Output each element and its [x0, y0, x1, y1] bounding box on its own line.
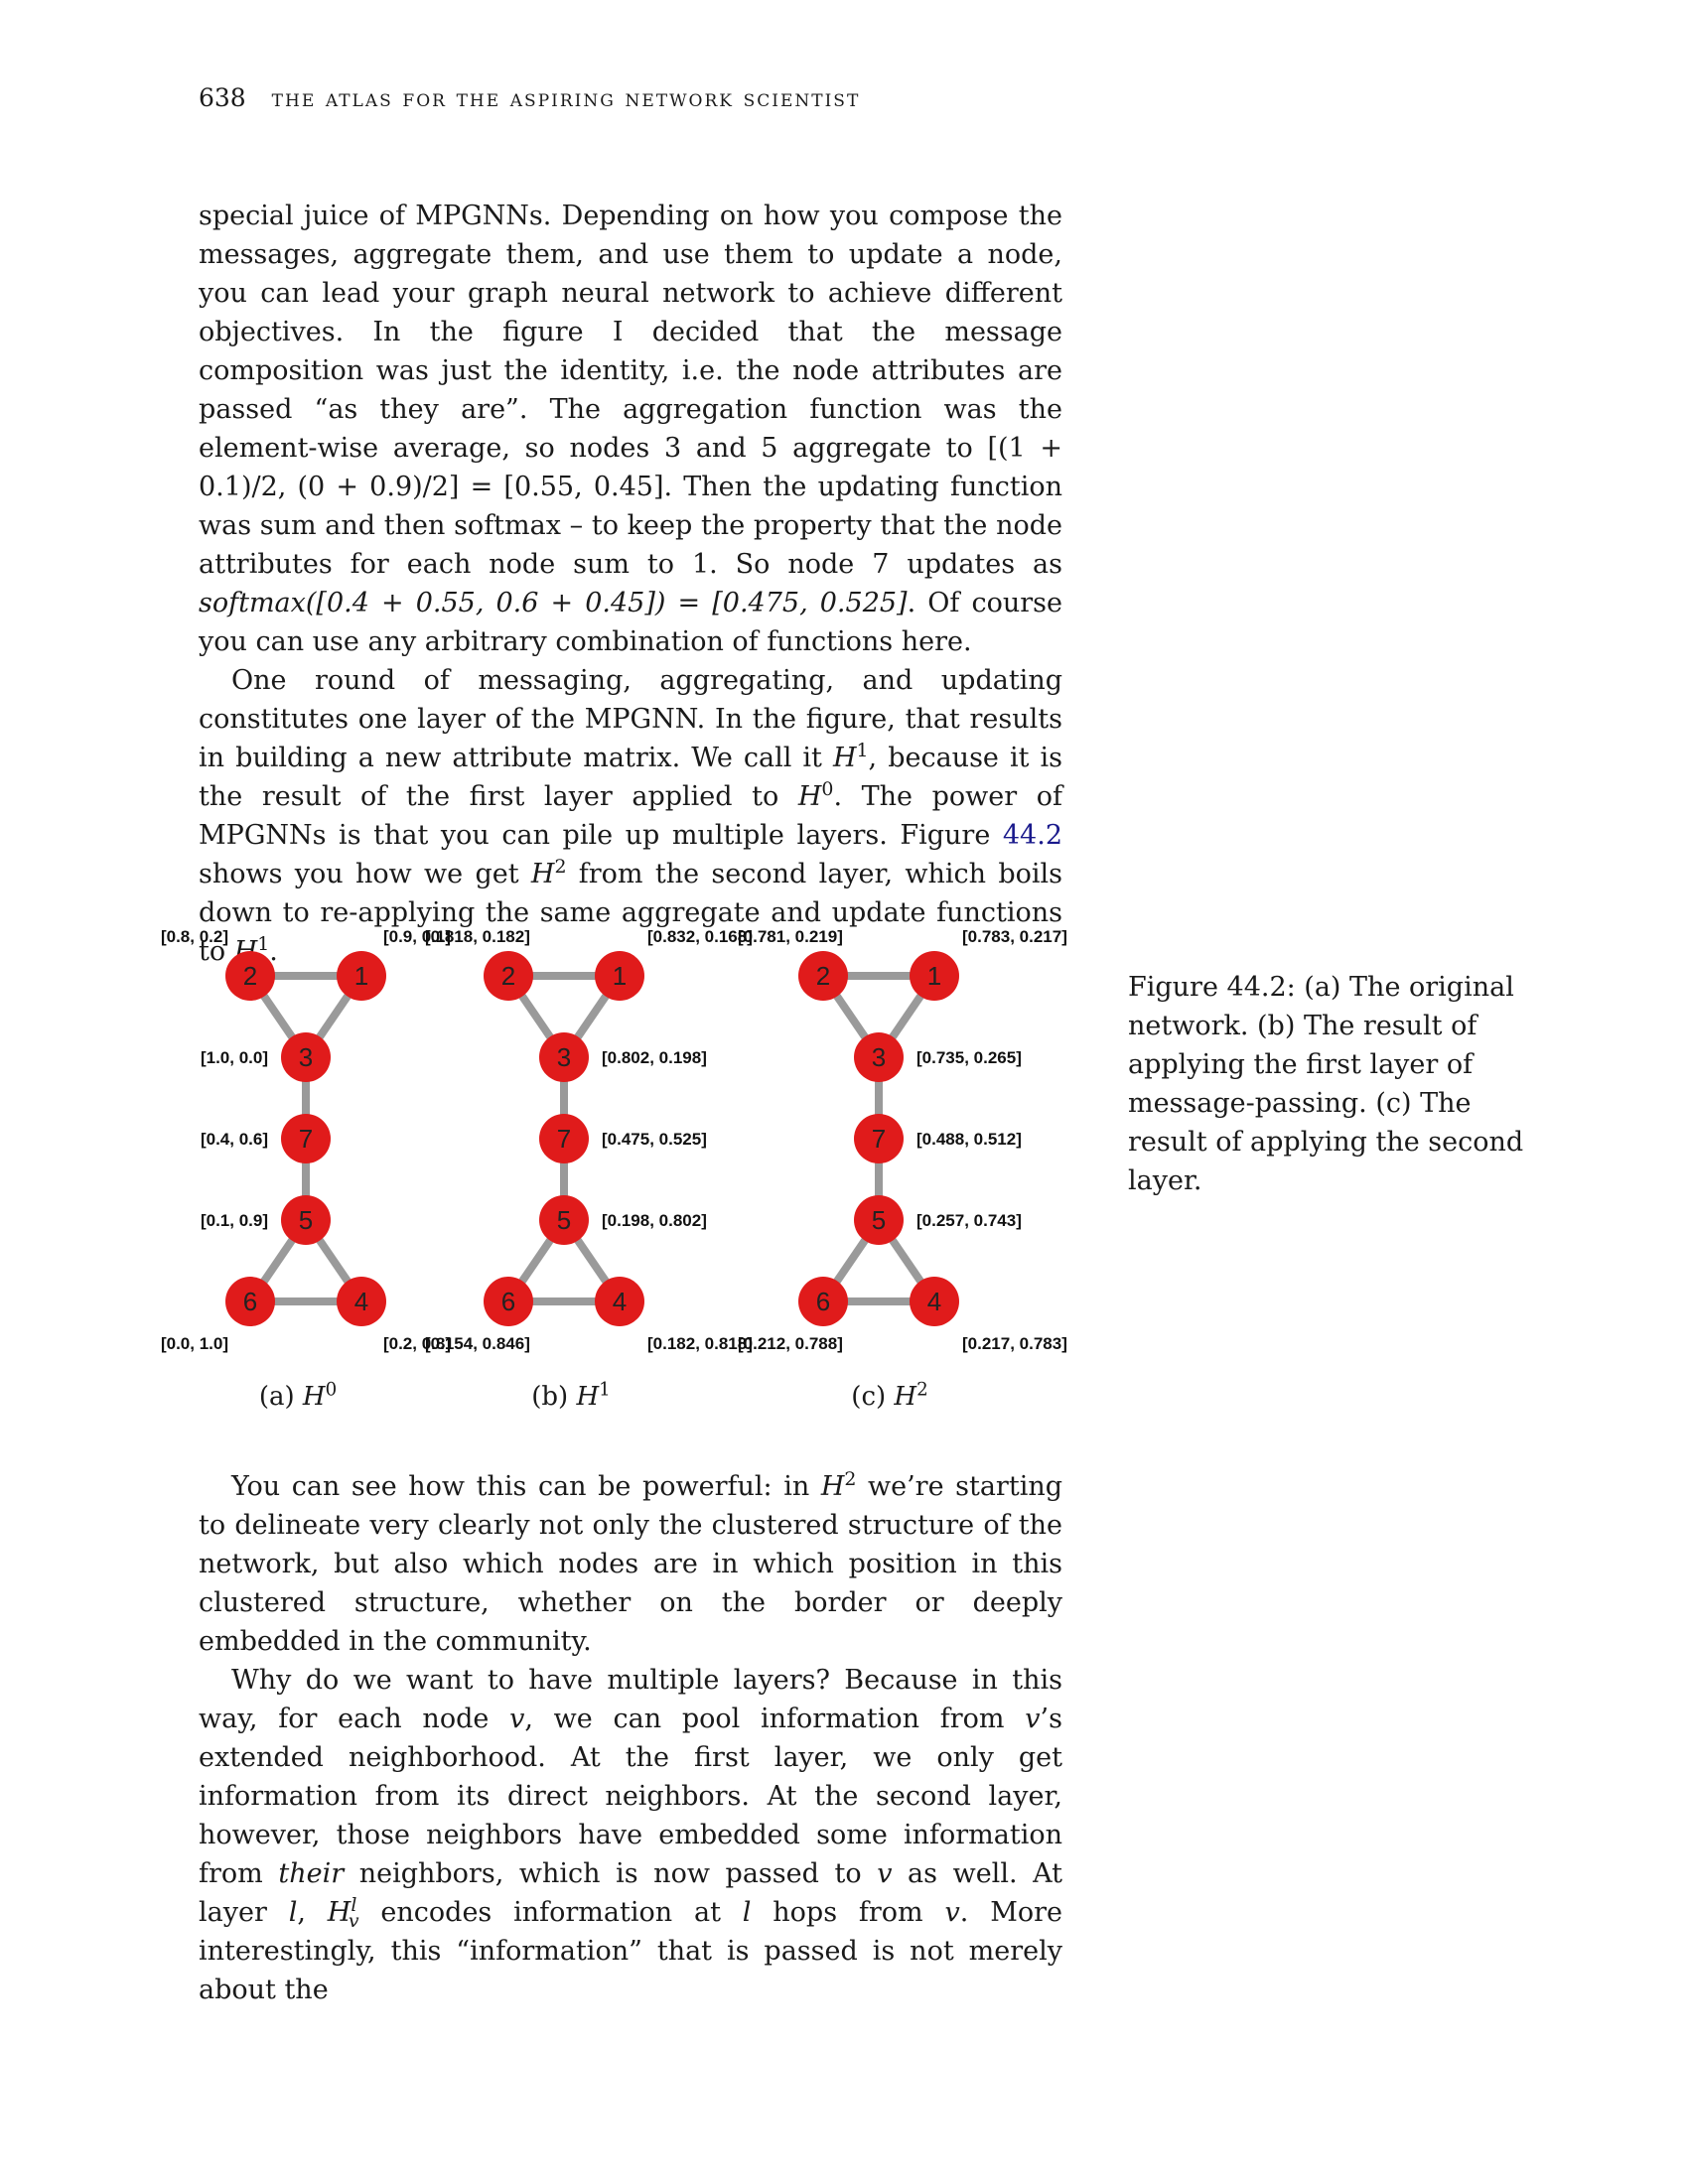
text-block-top: special juice of MPGNNs. Depending on ho…	[199, 197, 1062, 971]
node-6	[225, 1277, 275, 1326]
node-attribute-label: [1.0, 0.0]	[201, 1048, 268, 1067]
node-attribute-label: [0.781, 0.219]	[738, 927, 843, 946]
node-6	[484, 1277, 533, 1326]
node-id-label: 5	[557, 1205, 571, 1235]
node-3	[854, 1032, 904, 1082]
node-attribute-label: [0.1, 0.9]	[201, 1211, 268, 1230]
node-id-label: 5	[872, 1205, 886, 1235]
node-3	[281, 1032, 331, 1082]
node-2	[484, 951, 533, 1001]
node-attribute-label: [0.832, 0.168]	[647, 927, 753, 946]
node-id-label: 7	[557, 1124, 571, 1154]
node-id-label: 3	[557, 1042, 571, 1072]
node-5	[539, 1195, 589, 1245]
subcaption-a: (a) H0	[258, 1379, 338, 1412]
node-attribute-label: [0.2, 0.8]	[383, 1334, 451, 1353]
node-attribute-label: [0.182, 0.818]	[647, 1334, 753, 1353]
node-id-label: 4	[927, 1287, 941, 1316]
node-attribute-label: [0.257, 0.743]	[916, 1211, 1022, 1230]
node-5	[854, 1195, 904, 1245]
node-id-label: 1	[613, 961, 627, 991]
node-id-label: 7	[872, 1124, 886, 1154]
subcaption-c: (c) H2	[851, 1379, 928, 1412]
node-id-label: 4	[354, 1287, 368, 1316]
node-id-label: 4	[613, 1287, 627, 1316]
node-attribute-label: [0.8, 0.2]	[161, 927, 228, 946]
node-attribute-label: [0.198, 0.802]	[602, 1211, 707, 1230]
node-attribute-label: [0.802, 0.198]	[602, 1048, 707, 1067]
network-panel-b: 1 [0.832, 0.168] 2 [0.818, 0.182] 3 [0.802, 0…	[425, 927, 753, 1353]
figure-caption: Figure 44.2: (a) The original network. (…	[1128, 972, 1524, 1196]
node-id-label: 6	[243, 1287, 257, 1316]
node-2	[798, 951, 848, 1001]
node-1	[337, 951, 386, 1001]
node-id-label: 2	[501, 961, 515, 991]
paragraph: Why do we want to have multiple layers? …	[199, 1665, 1062, 2005]
node-id-label: 7	[299, 1124, 313, 1154]
node-attribute-label: [0.475, 0.525]	[602, 1130, 707, 1149]
node-4	[595, 1277, 644, 1326]
subcaption-b: (b) H1	[531, 1379, 611, 1412]
node-attribute-label: [0.4, 0.6]	[201, 1130, 268, 1149]
node-attribute-label: [0.212, 0.788]	[738, 1334, 843, 1353]
node-5	[281, 1195, 331, 1245]
paragraph: You can see how this can be powerful: in…	[199, 1468, 1062, 1657]
node-id-label: 5	[299, 1205, 313, 1235]
node-3	[539, 1032, 589, 1082]
network-panel-a: 1 [0.9, 0.1] 2 [0.8, 0.2] 3 [1.0, 0.0] 4 [0.2, …	[161, 927, 451, 1353]
network-panel-c: 1 [0.783, 0.217] 2 [0.781, 0.219] 3 [0.735, 0…	[738, 927, 1067, 1353]
node-attribute-label: [0.735, 0.265]	[916, 1048, 1022, 1067]
node-id-label: 2	[816, 961, 830, 991]
node-id-label: 6	[501, 1287, 515, 1316]
node-4	[337, 1277, 386, 1326]
node-attribute-label: [0.488, 0.512]	[916, 1130, 1022, 1149]
paragraph: special juice of MPGNNs. Depending on ho…	[199, 201, 1063, 657]
node-attribute-label: [0.217, 0.783]	[962, 1334, 1067, 1353]
node-attribute-label: [0.154, 0.846]	[425, 1334, 530, 1353]
running-title: the atlas for the aspiring network scien…	[271, 84, 861, 112]
node-id-label: 2	[243, 961, 257, 991]
figure-network-panels: 1 [0.9, 0.1] 2 [0.8, 0.2] 3 [1.0, 0.0] 4 [0.2, …	[161, 927, 1067, 1353]
node-attribute-label: [0.0, 1.0]	[161, 1334, 228, 1353]
figure-reference-link[interactable]: 44.2	[1002, 820, 1062, 851]
node-2	[225, 951, 275, 1001]
node-7	[854, 1114, 904, 1163]
paragraph: One round of messaging, aggregating, and…	[199, 665, 1063, 967]
node-6	[798, 1277, 848, 1326]
page-number: 638	[199, 83, 246, 112]
node-attribute-label: [0.818, 0.182]	[425, 927, 530, 946]
node-1	[910, 951, 959, 1001]
node-id-label: 1	[927, 961, 941, 991]
node-7	[539, 1114, 589, 1163]
node-id-label: 3	[299, 1042, 313, 1072]
text-block-bottom: You can see how this can be powerful: in…	[199, 1467, 1062, 2009]
node-id-label: 1	[354, 961, 368, 991]
node-attribute-label: [0.9, 0.1]	[383, 927, 451, 946]
node-id-label: 3	[872, 1042, 886, 1072]
node-attribute-label: [0.783, 0.217]	[962, 927, 1067, 946]
node-1	[595, 951, 644, 1001]
node-7	[281, 1114, 331, 1163]
node-4	[910, 1277, 959, 1326]
running-header: 638 the atlas for the aspiring network s…	[199, 83, 860, 112]
node-id-label: 6	[816, 1287, 830, 1316]
